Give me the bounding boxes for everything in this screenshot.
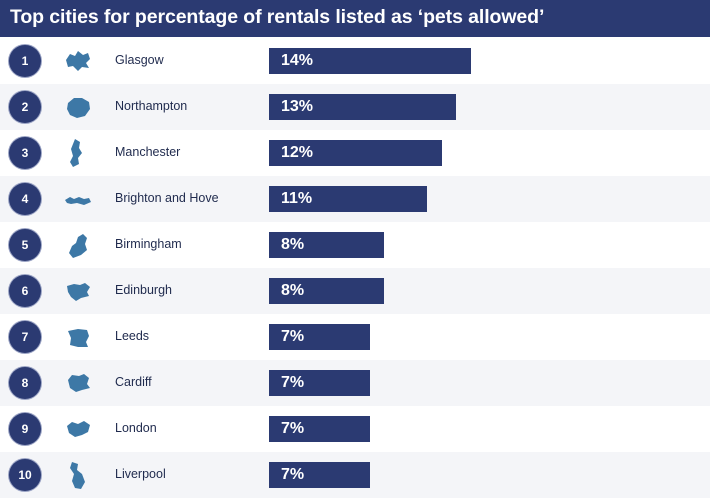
- bar-value-label: 14%: [281, 52, 314, 69]
- city-label: London: [115, 421, 157, 435]
- rank-badge: 3: [9, 137, 41, 169]
- bar: 11%: [269, 186, 428, 212]
- city-label: Northampton: [115, 99, 188, 113]
- table-row: 9 London 7%: [0, 406, 710, 452]
- bar: 14%: [269, 48, 471, 74]
- table-row: 5 Birmingham 8%: [0, 222, 710, 268]
- bar-value-label: 11%: [281, 190, 313, 207]
- bar-value-label: 13%: [281, 98, 314, 115]
- london-map-icon: [67, 421, 90, 437]
- city-label: Edinburgh: [115, 283, 172, 297]
- brighton-and-hove-map-icon: [65, 197, 91, 205]
- rank-badge: 2: [9, 91, 41, 123]
- city-label: Birmingham: [115, 237, 182, 251]
- rank-badge: 7: [9, 321, 41, 353]
- bar: 7%: [269, 416, 370, 442]
- table-row: 8 Cardiff 7%: [0, 360, 710, 406]
- table-row: 4 Brighton and Hove 11%: [0, 176, 710, 222]
- leeds-map-icon: [68, 329, 89, 347]
- rank-badge: 10: [9, 459, 41, 491]
- bar: 7%: [269, 324, 370, 350]
- manchester-map-icon: [70, 139, 82, 167]
- rank-badge: 4: [9, 183, 41, 215]
- bar: 7%: [269, 462, 370, 488]
- cardiff-map-icon: [68, 374, 90, 392]
- bar: 7%: [269, 370, 370, 396]
- table-row: 6 Edinburgh 8%: [0, 268, 710, 314]
- city-label: Leeds: [115, 329, 150, 343]
- bar: 13%: [269, 94, 457, 120]
- chart-title: Top cities for percentage of rentals lis…: [10, 6, 545, 28]
- bar-value-label: 8%: [281, 282, 305, 299]
- bar-value-label: 7%: [281, 374, 305, 391]
- rank-badge: 1: [9, 45, 41, 77]
- city-label: Brighton and Hove: [115, 191, 219, 205]
- birmingham-map-icon: [69, 234, 87, 258]
- city-label: Manchester: [115, 145, 181, 159]
- chart-header: Top cities for percentage of rentals lis…: [0, 0, 710, 37]
- bar: 8%: [269, 232, 385, 258]
- rank-badge: 8: [9, 367, 41, 399]
- bar-value-label: 7%: [281, 420, 305, 437]
- city-label: Cardiff: [115, 375, 152, 389]
- table-row: 2 Northampton 13%: [0, 84, 710, 130]
- glasgow-map-icon: [66, 51, 90, 71]
- northampton-map-icon: [67, 98, 90, 118]
- rank-badge: 9: [9, 413, 41, 445]
- table-row: 7 Leeds 7%: [0, 314, 710, 360]
- bar-value-label: 7%: [281, 466, 305, 483]
- bar-value-label: 7%: [281, 328, 305, 345]
- bar-value-label: 12%: [281, 144, 314, 161]
- bar: 12%: [269, 140, 442, 166]
- city-label: Liverpool: [115, 467, 166, 481]
- table-row: 1 Glasgow 14%: [0, 38, 710, 84]
- table-row: 3 Manchester 12%: [0, 130, 710, 176]
- table-row: 10 Liverpool 7%: [0, 452, 710, 498]
- bar: 8%: [269, 278, 385, 304]
- bar-value-label: 8%: [281, 236, 305, 253]
- liverpool-map-icon: [70, 462, 85, 489]
- rank-badge: 5: [9, 229, 41, 261]
- edinburgh-map-icon: [67, 283, 90, 301]
- rank-badge: 6: [9, 275, 41, 307]
- city-label: Glasgow: [115, 53, 164, 67]
